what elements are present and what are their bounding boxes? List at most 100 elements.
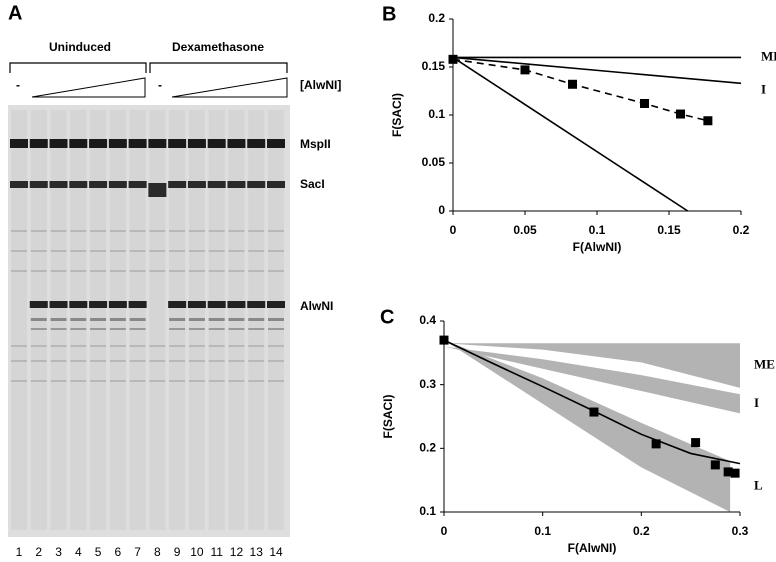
- marker: [703, 116, 713, 126]
- y-tick-label: 0: [438, 203, 445, 217]
- faint-band: [109, 318, 126, 321]
- faint-band: [11, 230, 27, 232]
- faint-band: [149, 250, 166, 252]
- y-tick-label: 0.1: [419, 504, 436, 518]
- band: [148, 139, 167, 148]
- band: [49, 301, 68, 308]
- faint-band: [70, 318, 87, 321]
- band: [69, 181, 88, 188]
- faint-band: [228, 230, 245, 232]
- faint-band: [169, 380, 186, 382]
- faint-band: [228, 270, 245, 272]
- lane-number: 2: [35, 545, 42, 559]
- faint-band: [188, 230, 205, 232]
- faint-band: [248, 328, 265, 330]
- faint-band: [90, 345, 107, 347]
- panel-label: C: [380, 306, 394, 328]
- band: [207, 301, 226, 308]
- faint-band: [70, 380, 87, 382]
- faint-band: [70, 360, 87, 362]
- faint-band: [208, 318, 225, 321]
- faint-band: [208, 270, 225, 272]
- band: [227, 301, 246, 308]
- faint-band: [228, 328, 245, 330]
- group-label: Uninduced: [49, 40, 111, 54]
- faint-band: [109, 230, 126, 232]
- faint-band: [188, 345, 205, 347]
- band: [207, 139, 226, 148]
- faint-band: [228, 345, 245, 347]
- faint-band: [188, 360, 205, 362]
- faint-band: [208, 250, 225, 252]
- lane-number: 5: [95, 545, 102, 559]
- band: [128, 139, 147, 148]
- faint-band: [109, 328, 126, 330]
- faint-band: [90, 318, 107, 321]
- marker: [730, 468, 740, 478]
- band: [29, 301, 48, 308]
- faint-band: [188, 318, 205, 321]
- band: [49, 139, 68, 148]
- y-axis-label: F(SACI): [390, 93, 404, 137]
- band: [267, 301, 285, 308]
- faint-band: [248, 380, 265, 382]
- faint-band: [169, 230, 186, 232]
- x-tick-label: 0: [450, 223, 457, 237]
- faint-band: [268, 230, 284, 232]
- band: [148, 183, 167, 197]
- faint-band: [149, 270, 166, 272]
- faint-band: [188, 380, 205, 382]
- marker: [439, 335, 449, 345]
- x-tick-label: 0.1: [589, 223, 606, 237]
- faint-band: [228, 318, 245, 321]
- faint-band: [208, 380, 225, 382]
- band: [29, 181, 48, 188]
- band: [128, 301, 147, 308]
- faint-band: [188, 270, 205, 272]
- band: [267, 139, 285, 148]
- series-label: L: [754, 478, 763, 493]
- faint-band: [50, 250, 67, 252]
- marker: [568, 79, 578, 89]
- lane-number: 9: [174, 545, 181, 559]
- series-label: ME: [754, 357, 775, 372]
- faint-band: [11, 360, 27, 362]
- faint-band: [11, 270, 27, 272]
- faint-band: [30, 270, 47, 272]
- faint-band: [149, 230, 166, 232]
- faint-band: [11, 345, 27, 347]
- band: [108, 301, 127, 308]
- faint-band: [30, 250, 47, 252]
- band: [227, 139, 246, 148]
- lane-number: 13: [250, 545, 264, 559]
- faint-band: [11, 380, 27, 382]
- gel: [8, 105, 290, 537]
- faint-band: [129, 230, 146, 232]
- lane-number: 10: [190, 545, 204, 559]
- faint-band: [268, 250, 284, 252]
- lane-smear: [11, 110, 27, 530]
- faint-band: [30, 230, 47, 232]
- faint-band: [169, 250, 186, 252]
- band: [227, 181, 246, 188]
- band-area: [444, 346, 740, 414]
- marker: [691, 438, 701, 448]
- faint-band: [90, 360, 107, 362]
- y-tick-label: 0.1: [428, 107, 445, 121]
- band: [49, 181, 68, 188]
- faint-band: [90, 328, 107, 330]
- faint-band: [208, 360, 225, 362]
- faint-band: [188, 250, 205, 252]
- lane-number: 6: [115, 545, 122, 559]
- faint-band: [90, 230, 107, 232]
- band: [187, 139, 206, 148]
- band: [187, 181, 206, 188]
- x-axis-label: F(AlwNI): [573, 240, 622, 254]
- y-axis-label: F(SACI): [381, 395, 395, 439]
- x-tick-label: 0.2: [733, 223, 750, 237]
- faint-band: [30, 380, 47, 382]
- band: [89, 139, 108, 148]
- faint-band: [248, 230, 265, 232]
- faint-band: [188, 328, 205, 330]
- group-label: Dexamethasone: [172, 40, 264, 54]
